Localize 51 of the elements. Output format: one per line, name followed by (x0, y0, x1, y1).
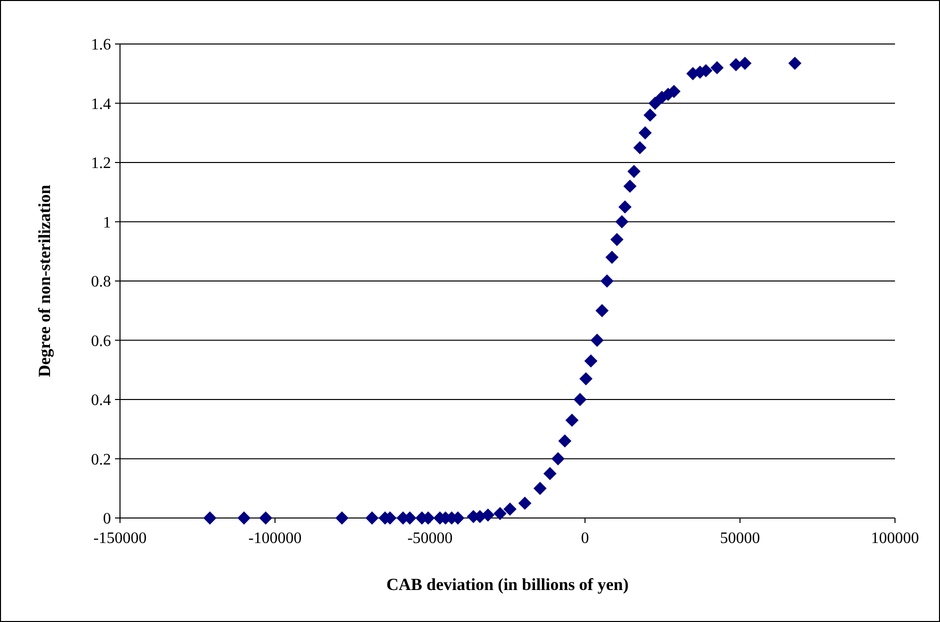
y-tick-label: 1.6 (91, 36, 111, 54)
point (595, 304, 609, 318)
point (533, 482, 547, 495)
point (573, 392, 587, 406)
point (518, 496, 532, 510)
point (738, 56, 752, 70)
y-tick-label: 1 (103, 214, 111, 232)
point (710, 61, 724, 74)
point (543, 466, 557, 480)
point (788, 56, 802, 70)
point (590, 334, 604, 347)
point (503, 502, 517, 516)
point (493, 506, 507, 520)
point (615, 215, 628, 228)
point (237, 511, 251, 525)
point (203, 511, 216, 525)
x-tick-label: 0 (581, 530, 589, 547)
x-tick-label: 100000 (871, 530, 919, 547)
point (565, 414, 579, 427)
point (335, 511, 349, 525)
y-tick-label: 0.8 (91, 274, 111, 291)
point (558, 434, 572, 448)
point (618, 200, 632, 214)
y-tick-label: 0 (103, 510, 111, 528)
y-tick-label: 0.4 (91, 392, 111, 410)
x-tick-label: -100000 (248, 530, 302, 547)
point (584, 354, 598, 368)
point (623, 180, 637, 193)
point (627, 164, 641, 178)
x-tick-label: 50000 (720, 530, 760, 547)
point (551, 452, 565, 466)
point (365, 511, 379, 525)
y-tick-label: 0.2 (91, 451, 111, 468)
point (610, 232, 624, 246)
y-axis-title: Degree of non-sterilization (35, 184, 54, 378)
x-tick-label: -50000 (407, 530, 453, 547)
point (729, 58, 743, 72)
point (481, 508, 495, 522)
y-tick-label: 1.2 (91, 155, 111, 172)
point (633, 141, 646, 154)
point (579, 372, 592, 386)
point (259, 511, 272, 525)
point (644, 108, 657, 122)
y-tick-label: 0.6 (91, 332, 111, 350)
point (648, 96, 662, 110)
point (638, 126, 652, 140)
point (600, 274, 614, 288)
y-tick-label: 1.4 (91, 96, 111, 113)
x-tick-label: -150000 (93, 530, 147, 547)
x-axis-title: CAB deviation (in billions of yen) (386, 575, 629, 594)
point (605, 250, 619, 264)
